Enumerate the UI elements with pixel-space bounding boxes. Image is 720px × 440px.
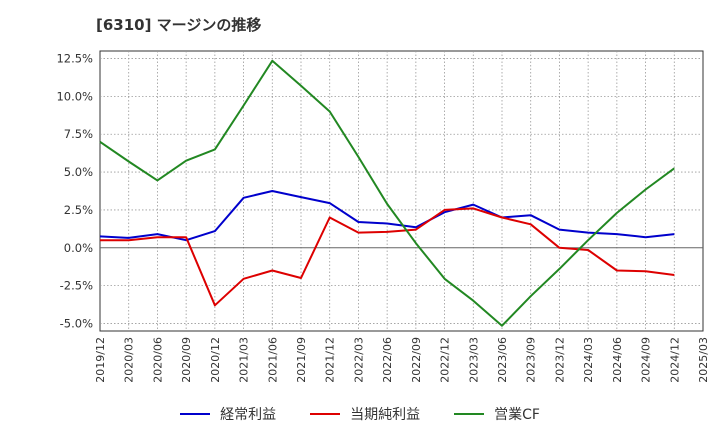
legend-swatch bbox=[310, 413, 341, 415]
x-tick-label: 2024/12 bbox=[668, 337, 681, 383]
x-tick-label: 2021/09 bbox=[295, 337, 308, 383]
x-tick-label: 2024/03 bbox=[582, 337, 595, 383]
x-tick-label: 2022/09 bbox=[410, 337, 423, 383]
x-tick-label: 2021/12 bbox=[324, 337, 337, 383]
y-tick-label: 12.5% bbox=[56, 52, 93, 66]
line-chart: 2019/12 2020/03 2020/06 2020/09 2020/12 2021/… bbox=[56, 50, 710, 383]
y-tick-label: 7.5% bbox=[64, 127, 93, 141]
y-tick-label: 5.0% bbox=[64, 165, 93, 179]
x-tick-label: 2021/03 bbox=[238, 337, 251, 383]
x-tick-label: 2020/12 bbox=[209, 337, 222, 383]
legend-item: 経常利益 bbox=[180, 404, 276, 424]
x-tick-label: 2025/03 bbox=[697, 337, 710, 383]
plot-frame bbox=[99, 50, 704, 332]
legend-label: 経常利益 bbox=[220, 407, 277, 423]
x-tick-label: 2020/09 bbox=[180, 337, 193, 383]
legend-swatch bbox=[180, 413, 211, 415]
x-tick-label: 2022/03 bbox=[352, 337, 365, 383]
x-tick-label: 2022/12 bbox=[439, 337, 452, 383]
x-tick-label: 2023/09 bbox=[525, 337, 538, 383]
legend-swatch bbox=[454, 413, 485, 415]
y-tick-label: -5.0% bbox=[60, 316, 93, 330]
x-tick-label: 2020/03 bbox=[123, 337, 136, 383]
y-tick-label: -2.5% bbox=[60, 279, 93, 293]
legend-item: 営業CF bbox=[454, 404, 540, 424]
grid-layer bbox=[99, 50, 704, 332]
y-tick-label: 10.0% bbox=[56, 89, 93, 103]
chart-title: [6310] マージンの推移 bbox=[96, 16, 262, 34]
legend-label: 当期純利益 bbox=[350, 407, 421, 423]
axis-layer: 2019/12 2020/03 2020/06 2020/09 2020/12 2021/… bbox=[56, 52, 710, 383]
x-tick-label: 2024/06 bbox=[611, 337, 624, 383]
y-tick-label: 2.5% bbox=[64, 203, 93, 217]
legend-item: 当期純利益 bbox=[310, 404, 420, 424]
legend-label: 営業CF bbox=[494, 407, 540, 423]
series-layer bbox=[99, 59, 675, 327]
x-tick-label: 2021/06 bbox=[266, 337, 279, 383]
x-tick-label: 2023/03 bbox=[467, 337, 480, 383]
x-tick-label: 2023/06 bbox=[496, 337, 509, 383]
x-tick-label: 2020/06 bbox=[151, 337, 164, 383]
x-tick-label: 2019/12 bbox=[94, 337, 107, 383]
x-tick-label: 2024/09 bbox=[640, 337, 653, 383]
x-tick-label: 2022/06 bbox=[381, 337, 394, 383]
y-tick-label: 0.0% bbox=[64, 241, 93, 255]
series-line bbox=[99, 59, 675, 327]
series-line bbox=[99, 190, 675, 242]
legend: 経常利益 当期純利益 営業CF bbox=[0, 404, 720, 424]
x-tick-label: 2023/12 bbox=[553, 337, 566, 383]
